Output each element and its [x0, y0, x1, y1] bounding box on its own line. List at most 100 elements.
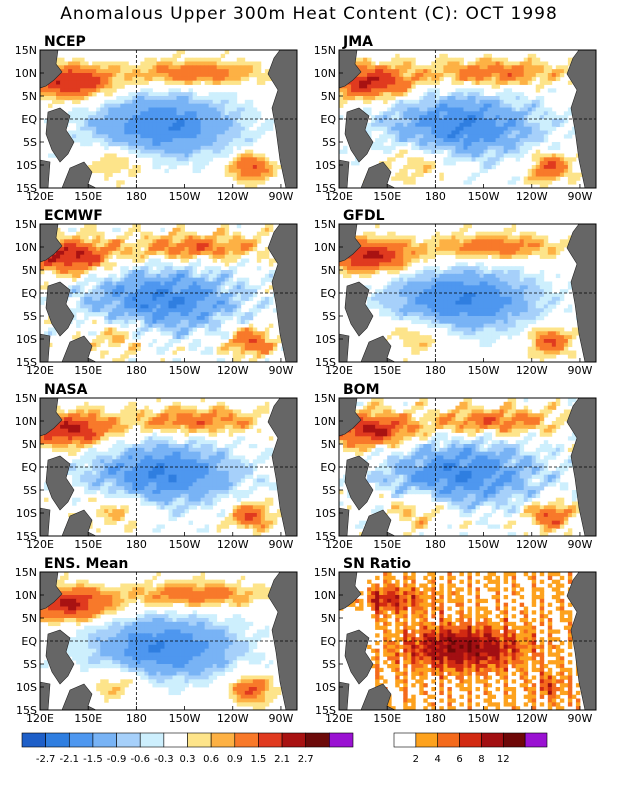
panel-label: ENS. Mean: [44, 556, 128, 572]
y-tick-label: 10N: [15, 67, 37, 80]
y-tick-label: 15N: [314, 218, 336, 231]
x-tick-label: 150W: [169, 538, 201, 551]
colorbar-label: -2.7: [36, 754, 56, 765]
x-tick-label: 150E: [74, 712, 102, 725]
field-shading: [339, 224, 596, 362]
y-tick-label: 5S: [23, 484, 37, 497]
y-tick-label: 5S: [322, 136, 336, 149]
x-tick-label: 180: [126, 364, 147, 377]
colorbar-swatch: [234, 732, 259, 748]
y-tick-label: 5S: [23, 136, 37, 149]
x-tick-label: 120E: [325, 364, 353, 377]
colorbar-label: 1.5: [250, 754, 266, 765]
y-tick-label: 15S: [315, 356, 336, 369]
colorbar-swatch: [21, 732, 46, 748]
x-tick-label: 120E: [26, 538, 54, 551]
x-tick-label: 150E: [373, 364, 401, 377]
colorbar-label: -0.6: [130, 754, 150, 765]
x-tick-label: 150W: [468, 712, 500, 725]
y-tick-label: 10S: [16, 159, 37, 172]
colorbar-label: 0.9: [227, 754, 243, 765]
x-tick-label: 120E: [325, 190, 353, 203]
y-tick-label: 5S: [23, 658, 37, 671]
y-tick-label: 15N: [15, 44, 37, 57]
x-tick-label: 150E: [373, 712, 401, 725]
x-tick-label: 150E: [74, 538, 102, 551]
y-tick-label: 10N: [15, 589, 37, 602]
colorbar-swatch: [68, 732, 94, 748]
y-tick-label: EQ: [320, 113, 336, 126]
colorbar-swatch: [329, 732, 354, 748]
y-tick-label: EQ: [21, 287, 37, 300]
colorbar-label: 8: [478, 754, 484, 765]
x-tick-label: 150W: [169, 190, 201, 203]
y-tick-label: 15N: [15, 566, 37, 579]
colorbar-label: 0.3: [180, 754, 196, 765]
colorbar-label: 12: [497, 754, 510, 765]
x-tick-label: 180: [126, 538, 147, 551]
field-shading: [40, 224, 297, 362]
colorbar-swatch: [305, 732, 330, 748]
figure-title: Anomalous Upper 300m Heat Content (C): O…: [60, 4, 558, 24]
colorbar-label: 6: [456, 754, 462, 765]
x-tick-label: 90W: [269, 712, 294, 725]
y-tick-label: 5N: [321, 438, 336, 451]
y-tick-label: 10N: [314, 67, 336, 80]
field-shading: [339, 572, 596, 710]
y-tick-label: 10S: [315, 507, 336, 520]
panel-label: NCEP: [44, 34, 86, 50]
colorbar-swatch: [437, 732, 460, 748]
y-tick-label: 5S: [322, 484, 336, 497]
y-tick-label: 15S: [16, 530, 37, 543]
x-tick-label: 120E: [325, 712, 353, 725]
y-tick-label: EQ: [320, 461, 336, 474]
x-tick-label: 120E: [26, 364, 54, 377]
x-tick-label: 150W: [169, 712, 201, 725]
y-tick-label: 10S: [16, 681, 37, 694]
panel-label: BOM: [343, 382, 380, 398]
x-tick-label: 150W: [468, 364, 500, 377]
colorbar-swatch: [415, 732, 439, 748]
field-shading: [40, 50, 297, 188]
y-tick-label: 10S: [315, 159, 336, 172]
x-tick-label: 90W: [269, 190, 294, 203]
colorbar-swatch: [281, 732, 307, 748]
colorbar-swatch: [92, 732, 117, 748]
y-tick-label: 15S: [16, 182, 37, 195]
colorbar-snr: 2 4 6 8 12: [393, 732, 548, 765]
y-tick-label: 10S: [315, 333, 336, 346]
y-tick-label: 15N: [314, 44, 336, 57]
colorbar-swatch: [116, 732, 141, 748]
colorbar-label: 4: [435, 754, 441, 765]
y-tick-label: 5N: [22, 612, 37, 625]
x-tick-label: 180: [425, 364, 446, 377]
x-tick-label: 180: [425, 538, 446, 551]
y-tick-label: 10S: [16, 333, 37, 346]
x-tick-label: 120W: [217, 364, 249, 377]
y-tick-label: EQ: [320, 287, 336, 300]
x-tick-label: 120E: [26, 712, 54, 725]
x-tick-label: 90W: [568, 190, 593, 203]
x-tick-label: 120W: [217, 712, 249, 725]
y-tick-label: 15S: [16, 356, 37, 369]
colorbar-swatch: [481, 732, 504, 748]
y-tick-label: 15S: [315, 530, 336, 543]
colorbar-swatch: [163, 732, 188, 748]
y-tick-label: 5N: [321, 90, 336, 103]
y-tick-label: 10N: [314, 415, 336, 428]
y-tick-label: 5N: [321, 264, 336, 277]
x-tick-label: 180: [425, 712, 446, 725]
y-tick-label: 10S: [315, 681, 336, 694]
colorbar-swatch: [139, 732, 165, 748]
y-tick-label: 5S: [322, 658, 336, 671]
colorbar-swatch: [502, 732, 526, 748]
x-tick-label: 150W: [169, 364, 201, 377]
x-tick-label: 150E: [74, 364, 102, 377]
x-tick-label: 150W: [468, 190, 500, 203]
x-tick-label: 90W: [568, 364, 593, 377]
y-tick-label: 10N: [314, 589, 336, 602]
colorbar-swatch: [45, 732, 70, 748]
